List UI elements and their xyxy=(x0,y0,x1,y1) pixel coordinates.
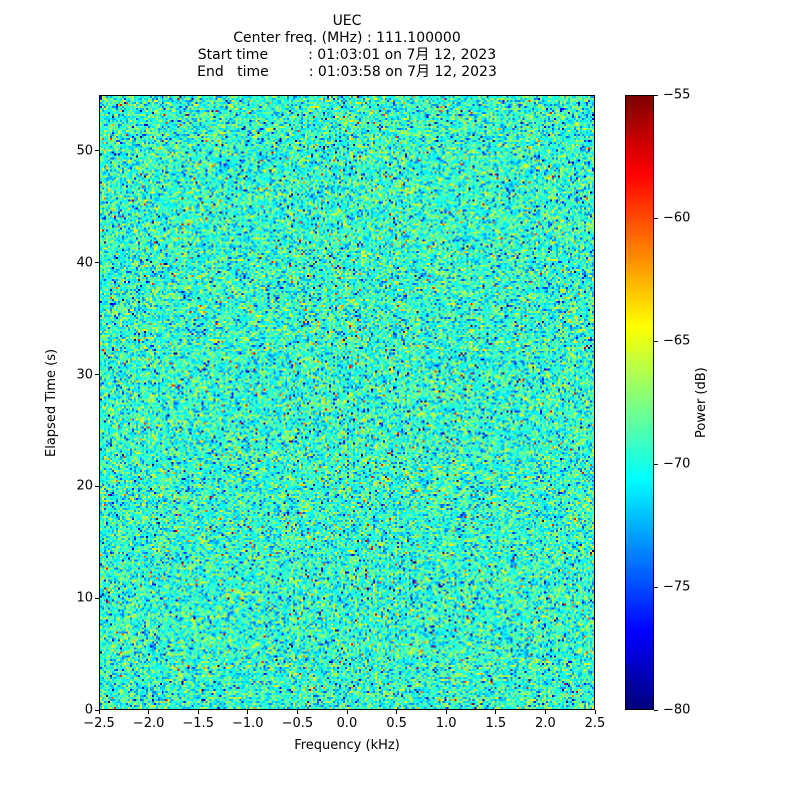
x-tick-mark xyxy=(247,710,249,714)
x-tick-mark xyxy=(495,710,497,714)
x-tick-mark xyxy=(148,710,150,714)
x-tick-label: −2.5 xyxy=(83,716,115,731)
y-tick-label: 0 xyxy=(84,702,93,718)
x-tick-label: −1.5 xyxy=(182,716,214,731)
colorbar-tick-label: −60 xyxy=(663,210,691,226)
title-block: UEC Center freq. (MHz) : 111.100000 Star… xyxy=(99,12,595,81)
colorbar xyxy=(625,95,654,710)
x-tick-mark xyxy=(346,710,348,714)
x-tick-label: −0.5 xyxy=(281,716,314,731)
end-time-line: End time : 01:03:58 on 7月 12, 2023 xyxy=(197,64,497,80)
x-tick-mark xyxy=(544,710,546,714)
x-tick-label: −2.0 xyxy=(132,716,165,731)
x-axis-label: Frequency (kHz) xyxy=(294,738,400,753)
colorbar-tick-label: −55 xyxy=(663,87,691,103)
x-tick-mark xyxy=(594,710,596,714)
x-tick-mark xyxy=(296,710,298,714)
colorbar-tick-mark xyxy=(654,94,658,96)
x-tick-label: 0.5 xyxy=(386,716,407,731)
y-tick-label: 20 xyxy=(76,478,93,494)
y-tick-label: 40 xyxy=(76,255,93,271)
x-tick-mark xyxy=(98,710,100,714)
colorbar-tick-mark xyxy=(654,463,658,465)
x-tick-label: 2.5 xyxy=(584,716,606,731)
colorbar-tick-label: −65 xyxy=(663,333,691,349)
y-tick-label: 30 xyxy=(76,367,93,383)
x-tick-label: 1.0 xyxy=(435,716,457,731)
colorbar-tick-mark xyxy=(654,586,658,588)
x-tick-mark xyxy=(445,710,447,714)
colorbar-tick-label: −75 xyxy=(663,579,691,595)
x-tick-label: −1.0 xyxy=(232,716,264,731)
colorbar-tick-label: −70 xyxy=(663,456,691,472)
colorbar-gradient-canvas xyxy=(626,96,653,709)
colorbar-tick-mark xyxy=(654,709,658,711)
y-tick-label: 50 xyxy=(76,143,93,159)
colorbar-tick-mark xyxy=(654,217,658,219)
colorbar-tick-mark xyxy=(654,340,658,342)
x-tick-mark xyxy=(396,710,398,714)
colorbar-tick-label: −80 xyxy=(663,702,691,718)
y-tick-label: 10 xyxy=(76,590,93,606)
heatmap-canvas xyxy=(100,96,594,709)
colorbar-label: Power (dB) xyxy=(694,367,709,438)
y-axis-label: Elapsed Time (s) xyxy=(44,348,59,457)
x-tick-label: 1.5 xyxy=(485,716,507,731)
center-freq-line: Center freq. (MHz) : 111.100000 xyxy=(233,30,461,46)
x-tick-label: 0.0 xyxy=(336,716,358,731)
x-tick-mark xyxy=(197,710,199,714)
x-tick-label: 2.0 xyxy=(535,716,556,731)
start-time-line: Start time : 01:03:01 on 7月 12, 2023 xyxy=(197,47,497,63)
figure-title: UEC xyxy=(332,13,362,29)
heatmap-plot-area xyxy=(99,95,595,710)
